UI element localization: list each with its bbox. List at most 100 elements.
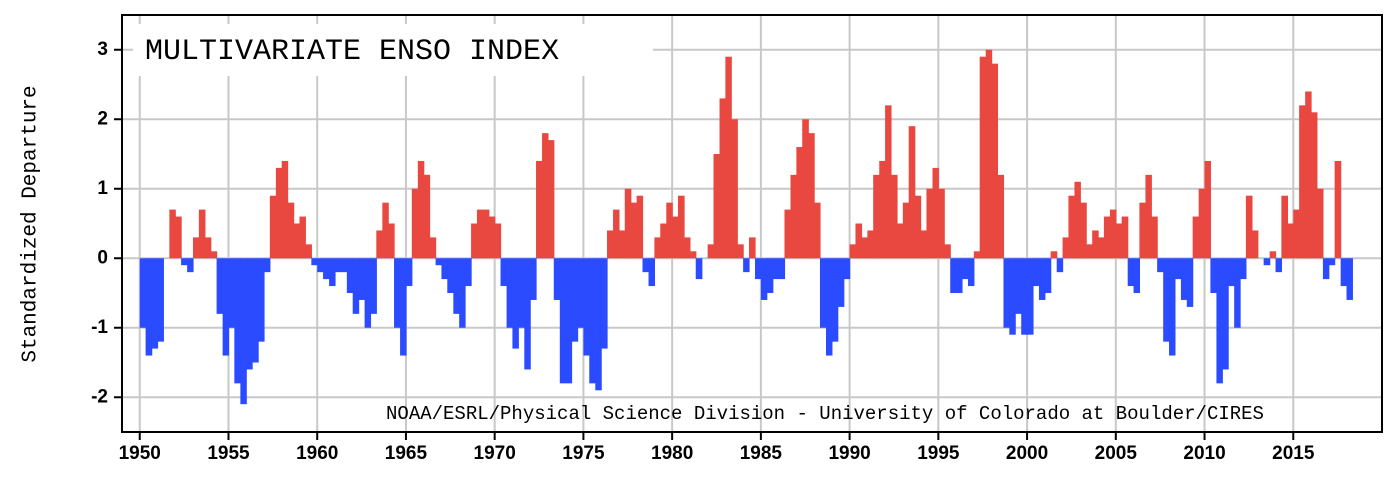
bar <box>1204 160 1211 259</box>
bar <box>1009 258 1016 335</box>
bar <box>1222 258 1229 370</box>
bar <box>1109 209 1117 259</box>
bar <box>1174 258 1182 280</box>
bar <box>1027 258 1034 335</box>
bar <box>571 258 579 342</box>
y-tick-label: 1 <box>97 178 108 199</box>
bar <box>1163 258 1170 342</box>
bar <box>885 105 892 259</box>
bar <box>547 140 555 259</box>
bar <box>790 174 797 259</box>
bar <box>926 188 934 259</box>
x-tick-label: 1995 <box>917 443 960 464</box>
x-tick-label: 1975 <box>562 443 605 464</box>
bar <box>329 258 336 287</box>
bar <box>1240 258 1247 280</box>
bar <box>944 244 951 259</box>
bar <box>802 119 809 259</box>
bar <box>370 258 377 314</box>
x-tick-label: 2000 <box>1006 443 1048 464</box>
bar <box>772 258 780 280</box>
bar <box>187 258 194 273</box>
bar <box>1145 174 1152 259</box>
bar <box>950 258 957 293</box>
x-tick-label: 1970 <box>474 443 516 464</box>
bar <box>1003 258 1010 328</box>
bar <box>269 195 277 259</box>
bar <box>542 133 549 259</box>
bar <box>695 258 703 280</box>
bar <box>737 244 744 259</box>
plot-frame <box>121 14 1383 433</box>
bar <box>997 174 1005 259</box>
bar <box>778 258 786 280</box>
bar <box>453 258 460 314</box>
bar <box>471 223 478 259</box>
bar <box>482 209 490 259</box>
bar <box>476 209 484 259</box>
bar <box>642 258 650 273</box>
bar <box>760 258 768 300</box>
bar <box>1080 202 1087 259</box>
bar <box>630 202 638 259</box>
bar <box>198 209 206 259</box>
bar <box>1086 244 1093 259</box>
bar <box>317 258 324 273</box>
bar <box>873 174 880 259</box>
bar <box>417 160 425 259</box>
bar <box>1098 237 1105 259</box>
bar <box>1263 258 1271 266</box>
bar <box>340 258 348 273</box>
bar <box>305 244 312 259</box>
bar <box>766 258 774 293</box>
bar <box>967 258 975 287</box>
bar <box>784 209 792 259</box>
y-tick-label: 0 <box>97 247 108 268</box>
bar <box>1015 258 1022 314</box>
bar <box>1281 195 1289 259</box>
bar <box>607 230 614 259</box>
y-tick-label: 3 <box>97 39 108 60</box>
bar <box>577 258 585 328</box>
bar <box>1068 195 1076 259</box>
x-tick-label: 1990 <box>828 443 870 464</box>
bar <box>920 230 928 259</box>
bar <box>346 258 354 293</box>
bar <box>1334 160 1342 259</box>
bar <box>518 258 525 328</box>
x-tick-label: 1965 <box>385 443 428 464</box>
bar <box>843 258 851 280</box>
bar <box>447 258 454 293</box>
bar <box>530 258 537 300</box>
bar <box>908 126 916 259</box>
bar <box>1340 258 1348 287</box>
bar <box>411 188 419 259</box>
bar <box>814 202 821 259</box>
bar <box>819 258 827 328</box>
bar <box>961 258 969 280</box>
bar <box>808 133 815 259</box>
bar <box>465 258 472 287</box>
bar <box>1157 258 1164 273</box>
bar <box>672 216 679 259</box>
bar <box>1186 258 1194 307</box>
bar <box>169 209 176 259</box>
x-tick-label: 1960 <box>296 443 338 464</box>
bar <box>488 216 496 259</box>
bar <box>1151 216 1158 259</box>
bar <box>559 258 567 384</box>
bar <box>855 223 863 259</box>
bar <box>896 223 904 259</box>
bar <box>707 244 715 259</box>
x-tick-label: 1950 <box>119 443 161 464</box>
bar <box>151 258 159 349</box>
bar <box>956 258 963 293</box>
bar <box>1074 181 1081 259</box>
bar <box>837 258 845 307</box>
bar <box>536 160 543 259</box>
bar <box>1316 188 1324 259</box>
bar <box>1050 251 1058 259</box>
bar <box>890 174 898 259</box>
bar <box>216 258 224 314</box>
bar <box>879 160 886 259</box>
